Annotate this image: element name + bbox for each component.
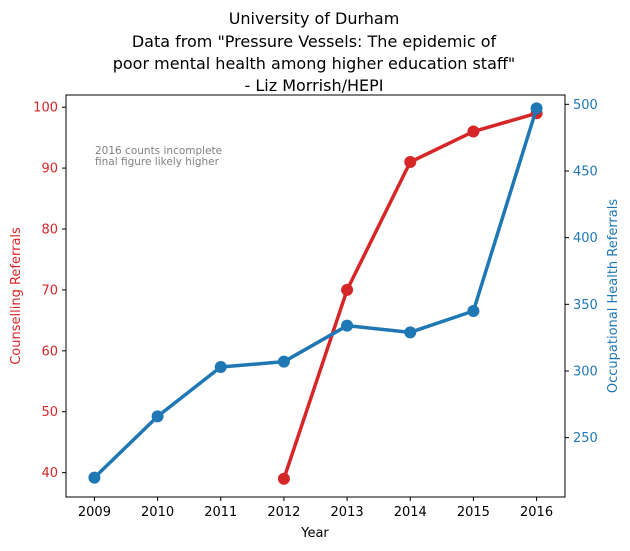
- occupational-health-data-point: [467, 305, 480, 317]
- occupational-health-data-point: [88, 471, 101, 484]
- counselling-data-point: [341, 283, 354, 296]
- x-axis-title: Year: [300, 526, 329, 541]
- counselling-data-point: [277, 472, 290, 485]
- y-right-tick-label: 250: [573, 431, 598, 446]
- y-axis-left-title: Counselling Referrals: [9, 227, 24, 365]
- x-tick-label: 2011: [204, 505, 237, 520]
- y-left-tick-label: 50: [41, 405, 58, 420]
- y-left-tick-label: 90: [41, 162, 58, 177]
- x-tick-label: 2010: [141, 505, 174, 520]
- y-axis-right-title: Occupational Health Referrals: [606, 199, 621, 393]
- annotation-line-2: final figure likely higher: [95, 156, 220, 168]
- y-right-tick-label: 300: [573, 365, 598, 380]
- y-axis-right: 250 300 350 400 450 500: [565, 98, 598, 446]
- x-axis: 2009 2010 2011 2012 2013 2014 2015 2016: [78, 497, 553, 520]
- y-left-tick-label: 100: [33, 101, 58, 116]
- series-layer: [88, 102, 543, 485]
- counselling-data-point: [467, 125, 480, 138]
- x-tick-label: 2016: [520, 505, 553, 520]
- counselling-series-line: [282, 111, 539, 481]
- x-tick-label: 2009: [78, 505, 111, 520]
- y-right-tick-label: 400: [573, 231, 598, 246]
- y-left-tick-label: 40: [41, 466, 58, 481]
- x-tick-label: 2015: [457, 505, 490, 520]
- x-tick-label: 2012: [267, 505, 300, 520]
- occupational-health-data-point: [341, 319, 354, 332]
- plot-frame: [65, 94, 566, 498]
- chart-title-line-1: University of Durham: [229, 9, 400, 28]
- y-right-tick-label: 500: [573, 98, 598, 113]
- chart-title: University of Durham Data from "Pressure…: [113, 9, 516, 95]
- x-tick-label: 2014: [394, 505, 427, 520]
- y-left-tick-label: 70: [41, 283, 58, 298]
- y-left-tick-label: 60: [41, 344, 58, 359]
- occupational-health-data-point: [277, 355, 290, 368]
- occupational-health-data-point: [151, 410, 164, 423]
- chart-title-line-2: Data from "Pressure Vessels: The epidemi…: [132, 32, 497, 51]
- occupational-health-series-line: [92, 106, 539, 480]
- y-left-tick-label: 80: [41, 223, 58, 238]
- y-right-tick-label: 450: [573, 165, 598, 180]
- x-tick-label: 2013: [331, 505, 364, 520]
- chart-title-line-4: - Liz Morrish/HEPI: [245, 76, 384, 95]
- occupational-health-data-point: [530, 102, 543, 115]
- y-right-tick-label: 350: [573, 298, 598, 313]
- occupational-health-data-point: [214, 361, 227, 373]
- occupational-health-data-point: [404, 326, 417, 339]
- counselling-data-point: [404, 156, 417, 168]
- annotation-line-1: 2016 counts incomplete: [95, 145, 222, 157]
- y-axis-left: 40 50 60 70 80 90 100: [33, 101, 66, 481]
- chart-title-line-3: poor mental health among higher educatio…: [113, 54, 516, 73]
